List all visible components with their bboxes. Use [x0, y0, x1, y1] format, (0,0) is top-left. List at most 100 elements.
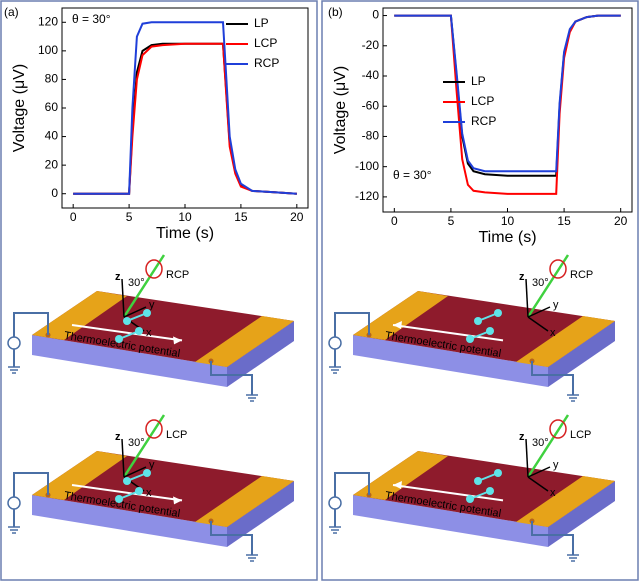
axis-label: x [550, 487, 556, 499]
axis-label: x [146, 327, 152, 339]
axis-z [121, 438, 125, 478]
legend-label: LCP [254, 36, 277, 50]
polarization: RCP [166, 269, 189, 281]
panel-label: (a) [4, 5, 19, 19]
voltmeter [7, 496, 21, 510]
y-axis-label: Voltage (μV) [332, 66, 349, 154]
axis-x [527, 476, 549, 492]
wire-right [531, 521, 574, 555]
potential-arrowhead [173, 336, 182, 345]
legend-label: RCP [471, 114, 496, 128]
x-axis-label: Time (s) [478, 229, 536, 246]
electrode-left [353, 451, 448, 500]
y-axis-label: Voltage (μV) [11, 64, 28, 152]
carrier [115, 335, 123, 343]
y-tick-label: 0 [51, 186, 58, 200]
axis-x [527, 316, 549, 332]
electrode-right [516, 316, 615, 367]
potential-arrow [71, 324, 183, 342]
axis-z [525, 278, 529, 318]
substrate-side [353, 495, 548, 547]
polarization-ring [145, 419, 163, 439]
y-tick-label: 0 [372, 8, 379, 22]
carrier [486, 327, 494, 335]
angle: 30° [128, 437, 145, 449]
x-tick-label: 0 [70, 210, 77, 224]
axis-label: z [519, 271, 525, 283]
carrier [123, 317, 131, 325]
panel-a-border [0, 0, 318, 581]
wire-left [13, 312, 49, 337]
y-tick-label: 60 [45, 100, 59, 114]
y-tick-label: -80 [362, 129, 380, 143]
axis-label: y [553, 459, 559, 471]
axis-z [525, 438, 529, 478]
laser-beam [526, 254, 570, 318]
x-tick-label: 20 [290, 210, 304, 224]
polarization-ring [145, 259, 163, 279]
x-tick-label: 0 [391, 214, 398, 228]
potential-arrowhead [393, 481, 402, 489]
wire-right [531, 361, 574, 395]
electrode-left [353, 291, 448, 340]
voltmeter [328, 336, 342, 350]
legend-label: RCP [254, 56, 279, 70]
wire-left [13, 472, 49, 497]
annotation: θ = 30° [72, 12, 111, 26]
axis-label: z [115, 271, 121, 283]
electrode-right [195, 476, 294, 527]
laser-beam [122, 254, 166, 318]
substrate-end [548, 481, 615, 547]
axis-label: x [146, 487, 152, 499]
polarization-ring [549, 259, 567, 279]
legend-label: LP [254, 16, 269, 30]
series-line [394, 14, 621, 195]
carrier [466, 335, 474, 343]
carrier [466, 495, 474, 503]
voltmeter [7, 336, 21, 350]
substrate-side [353, 335, 548, 387]
series-line [73, 21, 297, 195]
substrate-end [227, 481, 294, 547]
series-line [394, 14, 621, 177]
y-tick-label: 40 [45, 129, 59, 143]
axis-label: z [115, 431, 121, 443]
potential-arrowhead [393, 321, 402, 329]
substrate-end [548, 321, 615, 387]
carrier [143, 309, 151, 317]
y-tick-label: 20 [45, 157, 59, 171]
wire-right [210, 361, 253, 395]
legend-label: LP [471, 74, 486, 88]
carrier [494, 309, 502, 317]
axis-y [527, 306, 551, 318]
wire-left [334, 472, 370, 497]
wire-left [334, 312, 370, 337]
potential-arrow [71, 484, 183, 502]
carrier [474, 477, 482, 485]
polarization: LCP [570, 429, 591, 441]
y-tick-label: 120 [38, 14, 58, 28]
y-tick-label: 80 [45, 72, 59, 86]
axis-y [123, 306, 147, 318]
electrode-right [516, 476, 615, 527]
y-tick-label: -120 [355, 189, 379, 203]
substrate-end [227, 321, 294, 387]
carrier [123, 477, 131, 485]
axis-z [121, 278, 125, 318]
y-tick-label: -60 [362, 98, 380, 112]
laser-beam [526, 414, 570, 478]
potential-arrowhead [173, 496, 182, 505]
axis-label: z [519, 431, 525, 443]
angle: 30° [128, 277, 145, 289]
y-tick-label: -20 [362, 38, 380, 52]
x-tick-label: 15 [557, 214, 571, 228]
electrode-left [32, 291, 127, 340]
substrate-side [32, 335, 227, 387]
annotation: θ = 30° [393, 168, 432, 182]
angle: 30° [532, 437, 549, 449]
axis-label: x [550, 327, 556, 339]
axis-label: y [553, 299, 559, 311]
electrode-right [195, 316, 294, 367]
x-tick-label: 15 [234, 210, 248, 224]
